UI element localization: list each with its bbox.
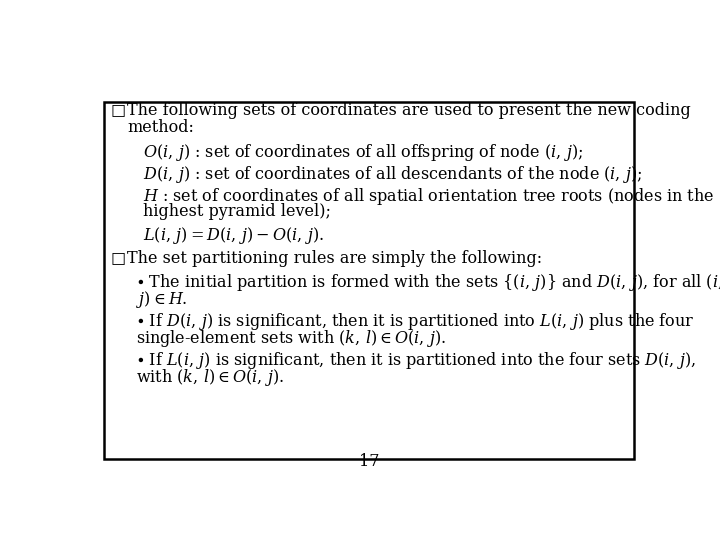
Text: $j) \in H.$: $j) \in H.$ bbox=[137, 289, 188, 310]
Text: $\bullet$ The initial partition is formed with the sets {$(i,\,j)$} and $D(i,\,j: $\bullet$ The initial partition is forme… bbox=[137, 272, 720, 293]
Text: method:: method: bbox=[127, 119, 194, 136]
Text: single-element sets with $(k,\,l) \in O(i,\,j).$: single-element sets with $(k,\,l) \in O(… bbox=[137, 328, 446, 349]
Text: □: □ bbox=[110, 102, 125, 117]
Text: □: □ bbox=[110, 250, 125, 265]
Text: $H$ : set of coordinates of all spatial orientation tree roots (nodes in the: $H$ : set of coordinates of all spatial … bbox=[143, 186, 714, 207]
Text: $\bullet$ If $L(i,\,j)$ is significant, then it is partitioned into the four set: $\bullet$ If $L(i,\,j)$ is significant, … bbox=[137, 350, 697, 371]
Text: $\bullet$ If $D(i,\,j)$ is significant, then it is partitioned into $L(i,\,j)$ p: $\bullet$ If $D(i,\,j)$ is significant, … bbox=[137, 311, 695, 332]
Text: $O(i,\,j)$ : set of coordinates of all offspring of node $(i,\,j)$;: $O(i,\,j)$ : set of coordinates of all o… bbox=[143, 143, 583, 164]
Text: highest pyramid level);: highest pyramid level); bbox=[143, 204, 330, 220]
FancyBboxPatch shape bbox=[104, 102, 634, 459]
Text: The set partitioning rules are simply the following:: The set partitioning rules are simply th… bbox=[127, 250, 542, 267]
Text: The following sets of coordinates are used to present the new coding: The following sets of coordinates are us… bbox=[127, 102, 691, 119]
Text: 17: 17 bbox=[359, 453, 379, 470]
Text: with $(k,\,l) \in O(i,\,j).$: with $(k,\,l) \in O(i,\,j).$ bbox=[137, 367, 285, 388]
Text: $D(i,\,j)$ : set of coordinates of all descendants of the node $(i,\,j)$;: $D(i,\,j)$ : set of coordinates of all d… bbox=[143, 165, 642, 185]
Text: $L(i,\,j) = D(i,\,j) - O(i,\,j).$: $L(i,\,j) = D(i,\,j) - O(i,\,j).$ bbox=[143, 225, 324, 246]
